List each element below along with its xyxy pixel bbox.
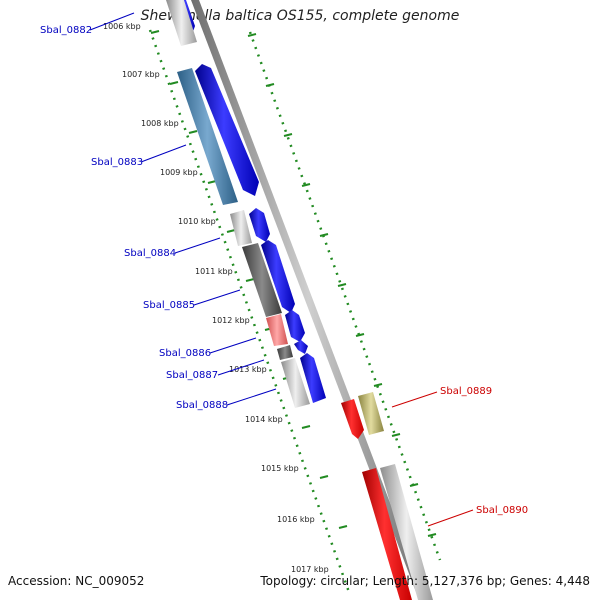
gene-feature-sbal-0887-forward[interactable] xyxy=(294,340,308,354)
gene-bar-sbal-0888[interactable] xyxy=(281,358,310,408)
leader-line-sbal-0888 xyxy=(226,388,277,406)
gene-label-sbal-0882[interactable]: Sbal_0882 xyxy=(40,25,92,36)
gene-label-sbal-0889[interactable]: Sbal_0889 xyxy=(440,386,492,397)
tick-label-1010: 1010 kbp xyxy=(178,217,216,226)
accession-text: Accession: NC_009052 xyxy=(8,574,145,588)
tick-label-1017: 1017 kbp xyxy=(291,565,329,574)
left-ruler-major-ticks xyxy=(150,30,348,529)
gene-feature-sbal-0886-forward[interactable] xyxy=(285,310,305,342)
leader-line-sbal-0885 xyxy=(193,289,241,306)
gene-feature-sbal-0883-forward[interactable] xyxy=(195,64,259,196)
tick-label-1013: 1013 kbp xyxy=(229,365,267,374)
tick-label-1006: 1006 kbp xyxy=(103,22,141,31)
gene-bar-sbal-0883[interactable] xyxy=(177,68,238,205)
gene-label-sbal-0885[interactable]: Sbal_0885 xyxy=(143,300,195,311)
gene-label-sbal-0883[interactable]: Sbal_0883 xyxy=(91,157,143,168)
reverse-strand-genes xyxy=(341,392,433,600)
gene-label-sbal-0890[interactable]: Sbal_0890 xyxy=(476,505,528,516)
gene-bar-sbal-0884[interactable] xyxy=(230,210,252,246)
gene-feature-sbal-0890-reverse[interactable] xyxy=(362,468,412,600)
genome-backbone xyxy=(191,0,427,600)
tick-label-1016: 1016 kbp xyxy=(277,515,315,524)
right-ruler-track xyxy=(248,31,442,561)
gene-label-sbal-0887[interactable]: Sbal_0887 xyxy=(166,370,218,381)
gene-bar-sbal-0890[interactable] xyxy=(380,464,433,600)
gene-label-sbal-0884[interactable]: Sbal_0884 xyxy=(124,248,176,259)
tick-label-1012: 1012 kbp xyxy=(212,316,250,325)
gene-feature-sbal-0889-reverse[interactable] xyxy=(341,399,364,439)
right-ruler-major-ticks xyxy=(247,33,437,537)
leader-line-sbal-0882 xyxy=(89,12,135,31)
label-leader-lines xyxy=(89,12,474,527)
leader-line-sbal-0886 xyxy=(209,337,257,354)
gene-labels: Sbal_0882 Sbal_0883 Sbal_0884 Sbal_0885 … xyxy=(40,25,528,516)
tick-label-1007: 1007 kbp xyxy=(122,70,160,79)
tick-label-1015: 1015 kbp xyxy=(261,464,299,473)
leader-line-sbal-0884 xyxy=(174,237,221,254)
gene-bar-sbal-0882[interactable] xyxy=(166,0,197,46)
gene-bar-sbal-0889[interactable] xyxy=(358,392,384,435)
left-annotation-bars xyxy=(166,0,310,408)
leader-line-sbal-0889 xyxy=(391,391,438,408)
gene-feature-sbal-0888-forward[interactable] xyxy=(300,353,326,403)
gene-label-sbal-0886[interactable]: Sbal_0886 xyxy=(159,348,211,359)
gene-bar-sbal-0887[interactable] xyxy=(277,345,293,360)
gene-feature-sbal-0885-forward[interactable] xyxy=(261,240,295,313)
left-ruler-track xyxy=(148,29,352,596)
leader-line-sbal-0883 xyxy=(140,144,187,163)
genome-title: Shewanella baltica OS155, complete genom… xyxy=(140,8,460,24)
forward-strand-genes xyxy=(178,0,326,403)
tick-label-1009: 1009 kbp xyxy=(160,168,198,177)
kbp-tick-labels: 1006 kbp 1007 kbp 1008 kbp 1009 kbp 1010… xyxy=(103,22,329,574)
gene-bar-sbal-0885[interactable] xyxy=(242,243,282,317)
gene-label-sbal-0888[interactable]: Sbal_0888 xyxy=(176,400,228,411)
tick-label-1014: 1014 kbp xyxy=(245,415,283,424)
genome-summary-text: Topology: circular; Length: 5,127,376 bp… xyxy=(260,574,590,588)
leader-line-sbal-0890 xyxy=(427,509,474,527)
gene-bar-sbal-0886[interactable] xyxy=(266,314,288,346)
leader-line-sbal-0887 xyxy=(217,359,265,376)
gene-feature-sbal-0884-forward[interactable] xyxy=(249,208,270,242)
tick-label-1011: 1011 kbp xyxy=(195,267,233,276)
tick-label-1008: 1008 kbp xyxy=(141,119,179,128)
